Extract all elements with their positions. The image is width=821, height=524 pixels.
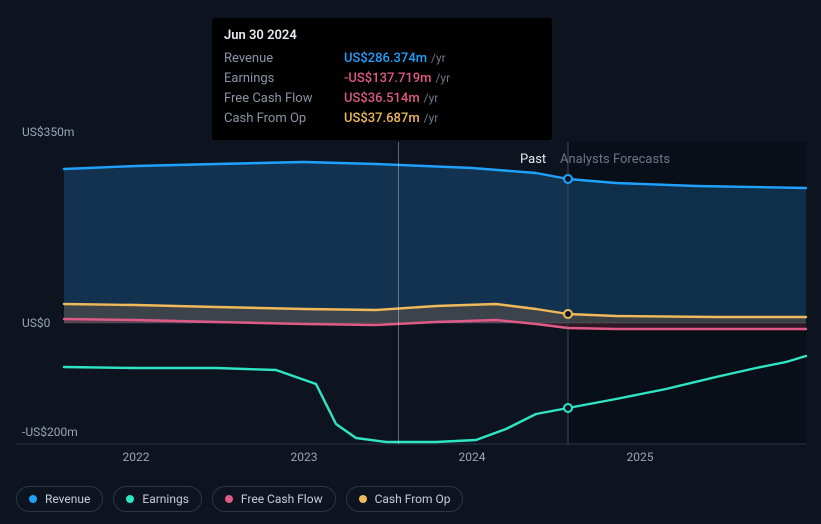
tooltip-unit: /yr xyxy=(435,69,450,88)
legend-dot-icon xyxy=(359,495,367,503)
tooltip-value: US$36.514m xyxy=(344,89,420,109)
legend-label: Cash From Op xyxy=(375,492,451,506)
tooltip-label: Free Cash Flow xyxy=(224,89,344,109)
legend-label: Revenue xyxy=(45,492,90,506)
y-tick-label: US$350m xyxy=(22,125,74,139)
legend-label: Free Cash Flow xyxy=(241,492,323,506)
earnings-forecast-chart: Jun 30 2024 Revenue US$286.374m /yr Earn… xyxy=(0,0,821,524)
past-label: Past xyxy=(520,152,546,167)
tooltip-value: US$37.687m xyxy=(344,109,420,129)
chart-tooltip: Jun 30 2024 Revenue US$286.374m /yr Earn… xyxy=(212,18,552,140)
x-tick-label: 2022 xyxy=(123,450,150,464)
tooltip-row-earnings: Earnings -US$137.719m /yr xyxy=(224,69,540,89)
legend-dot-icon xyxy=(29,495,37,503)
tooltip-row-cfo: Cash From Op US$37.687m /yr xyxy=(224,109,540,129)
tooltip-label: Earnings xyxy=(224,69,344,89)
chart-plot-area[interactable] xyxy=(16,124,806,464)
chart-legend: Revenue Earnings Free Cash Flow Cash Fro… xyxy=(16,486,463,512)
legend-label: Earnings xyxy=(142,492,189,506)
y-tick-label: US$0 xyxy=(22,316,50,330)
tooltip-unit: /yr xyxy=(431,49,446,68)
forecast-label: Analysts Forecasts xyxy=(560,152,670,167)
tooltip-value: -US$137.719m xyxy=(344,69,431,89)
marker-earnings xyxy=(563,403,573,413)
legend-dot-icon xyxy=(225,495,233,503)
y-tick-label: -US$200m xyxy=(22,425,78,439)
chart-hover-line xyxy=(398,142,399,444)
legend-item-fcf[interactable]: Free Cash Flow xyxy=(212,486,336,512)
tooltip-value: US$286.374m xyxy=(344,49,427,69)
marker-revenue xyxy=(563,174,573,184)
legend-item-revenue[interactable]: Revenue xyxy=(16,486,103,512)
tooltip-row-revenue: Revenue US$286.374m /yr xyxy=(224,49,540,69)
x-tick-label: 2024 xyxy=(459,450,486,464)
x-tick-label: 2025 xyxy=(627,450,654,464)
chart-svg xyxy=(16,124,806,464)
tooltip-unit: /yr xyxy=(424,89,439,108)
tooltip-date: Jun 30 2024 xyxy=(224,28,540,43)
legend-item-earnings[interactable]: Earnings xyxy=(113,486,202,512)
x-tick-label: 2023 xyxy=(291,450,318,464)
tooltip-label: Revenue xyxy=(224,49,344,69)
tooltip-unit: /yr xyxy=(424,109,439,128)
tooltip-label: Cash From Op xyxy=(224,109,344,129)
legend-dot-icon xyxy=(126,495,134,503)
marker-cash-from-op xyxy=(563,309,573,319)
legend-item-cfo[interactable]: Cash From Op xyxy=(346,486,464,512)
tooltip-row-fcf: Free Cash Flow US$36.514m /yr xyxy=(224,89,540,109)
